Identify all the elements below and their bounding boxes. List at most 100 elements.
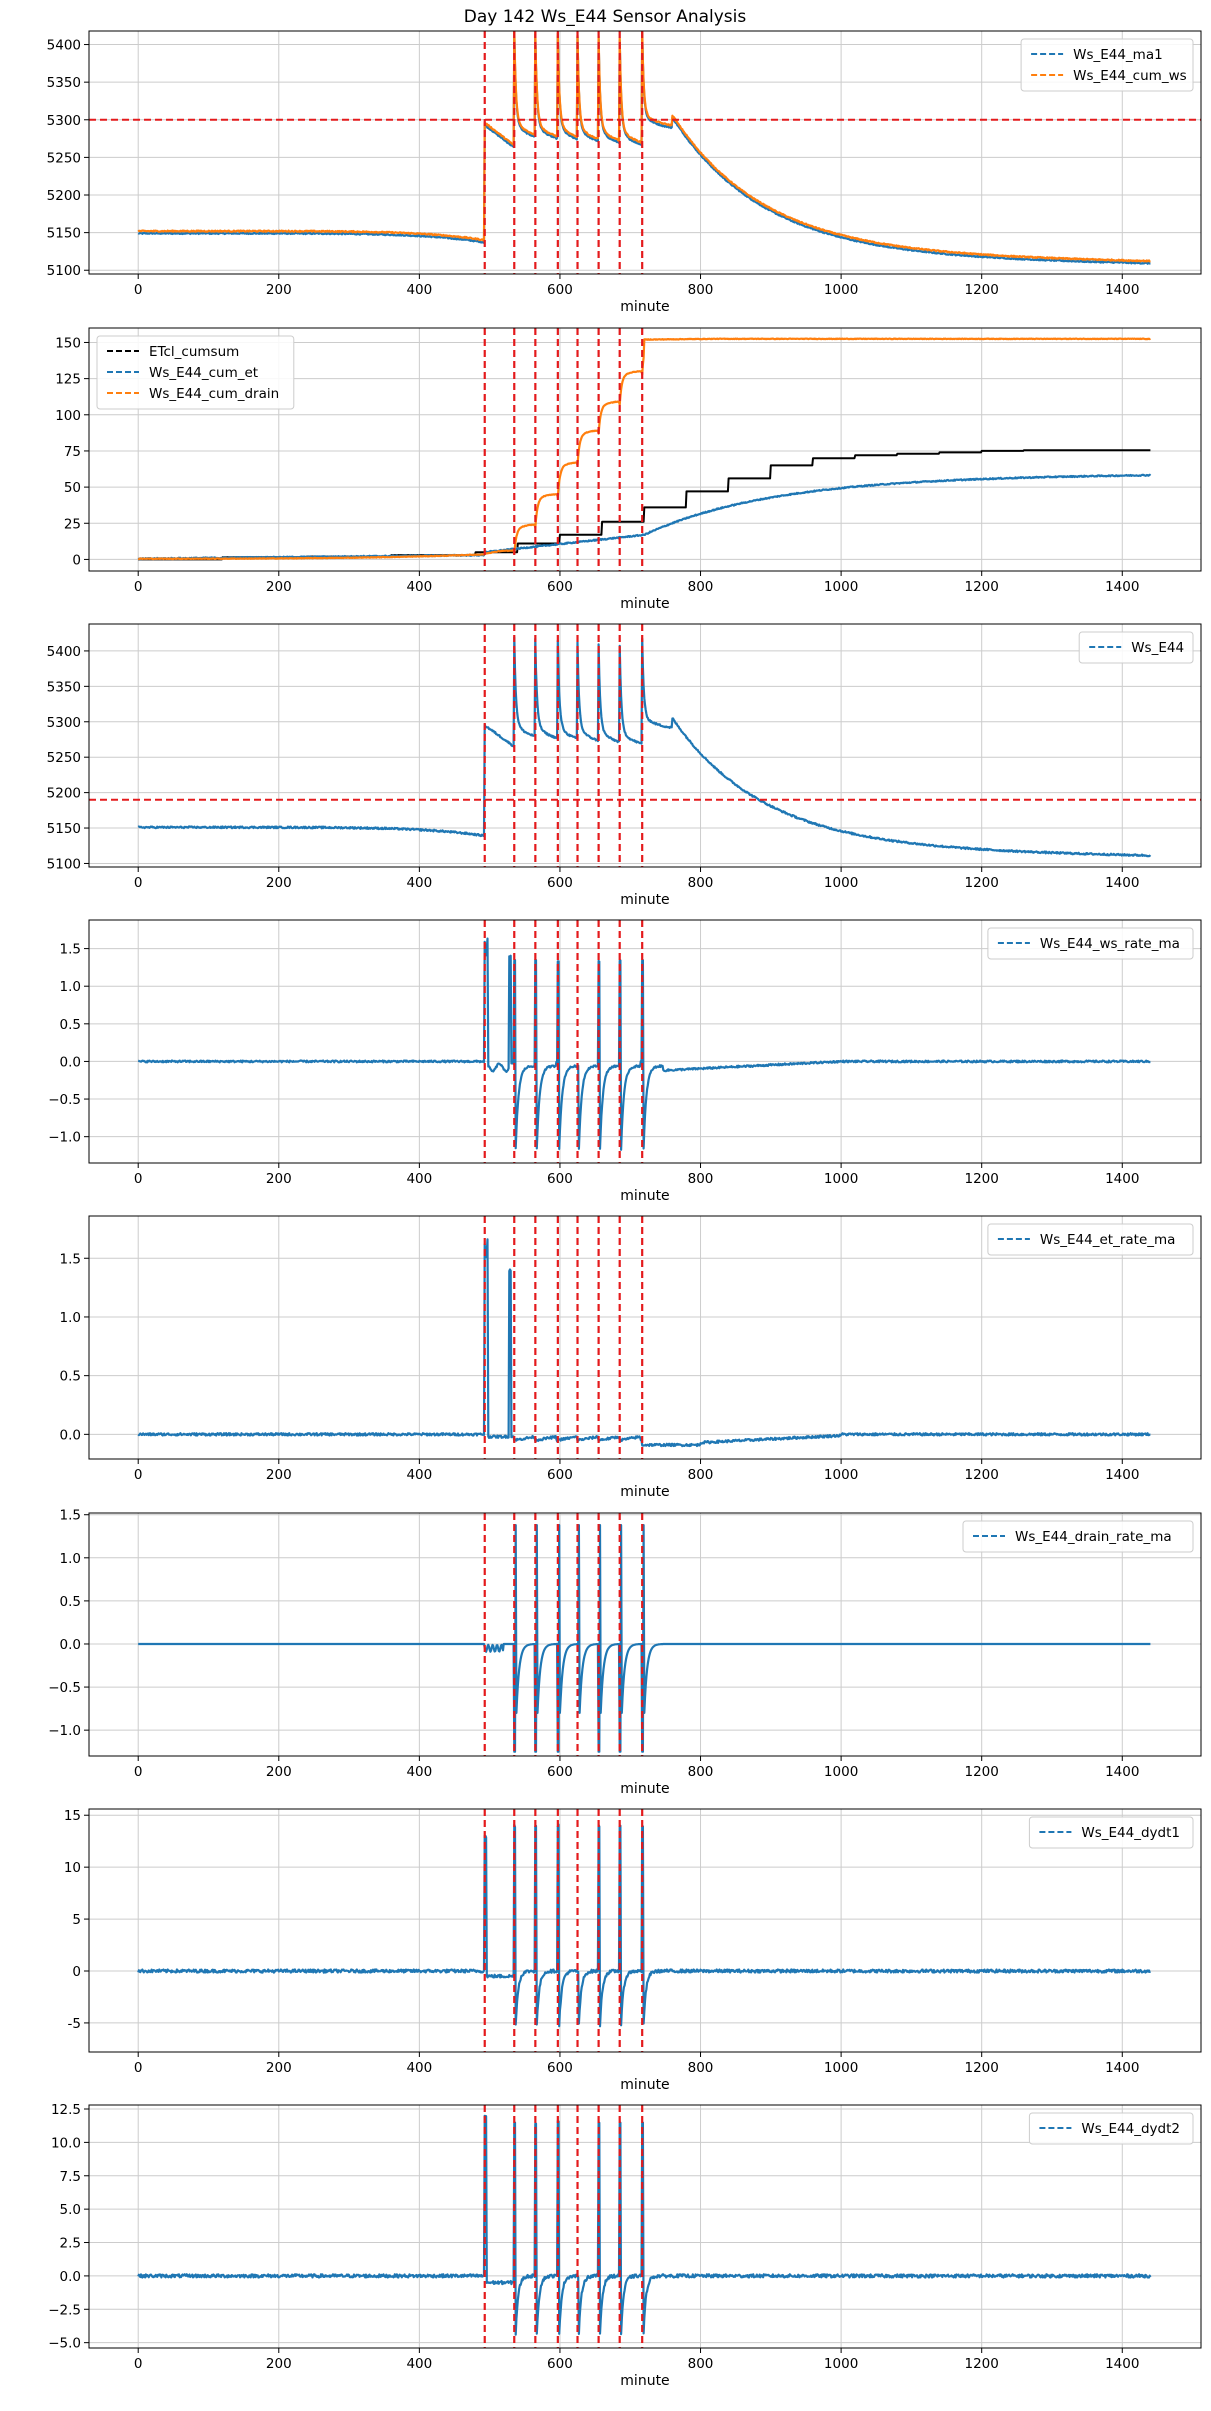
legend: Ws_E44_et_rate_ma [987,1223,1194,1256]
y-tick-label: 5350 [47,75,81,91]
legend-box [987,927,1194,960]
y-tick-label: 0.0 [60,2269,81,2285]
cum-chart: 0 200 400 600 800 1000 1200 1400 0 25 50 75 100 125 15… [55,327,1202,612]
y-tick-label: 150 [55,335,81,351]
x-tick-label: 400 [406,2060,432,2076]
x-tick-label: 1000 [824,1467,858,1483]
x-tick-label: 200 [266,2356,292,2372]
legend-label: ETcl_cumsum [149,344,239,360]
y-tick-label: 0.5 [60,1369,81,1385]
series-line-Ws_E44_cum_ws [137,31,1151,263]
x-tick-label: 400 [406,1467,432,1483]
series-line-Ws_E44_cum_et [137,473,1152,561]
plot-frame [88,1808,1202,2053]
x-tick-label: 0 [134,2060,143,2076]
legend-box [96,335,295,410]
x-tick-label: 200 [266,2060,292,2076]
plot-frame [88,1215,1202,1460]
x-tick-label: 1400 [1105,2356,1139,2372]
x-tick-label: 1200 [965,1171,999,1187]
y-tick-label: 0.0 [60,1427,81,1443]
series-line-Ws_E44_ws_rate_ma [137,937,1151,1151]
x-tick-label: 400 [406,579,432,595]
x-tick-label: 1200 [965,1764,999,1780]
x-tick-label: 0 [134,282,143,298]
legend: Ws_E44_drain_rate_ma [962,1520,1194,1553]
x-tick-label: 1000 [824,1171,858,1187]
plot-frame [88,2104,1202,2349]
y-tick-label: 25 [64,516,81,532]
x-tick-label: 400 [406,1171,432,1187]
y-tick-label: 100 [55,408,81,424]
x-tick-label: 600 [547,875,573,891]
ws-rate-chart: 0 200 400 600 800 1000 1200 1400 −1.0 −0.5 0.0 0.5 1… [48,919,1202,1204]
x-tick-label: 200 [266,579,292,595]
legend-box [962,1520,1194,1553]
y-tick-label: 0 [72,1964,81,1980]
legend-box [1028,2112,1194,2145]
x-tick-label: 600 [547,1171,573,1187]
y-tick-label: −1.0 [48,1130,81,1146]
y-tick-label: 7.5 [60,2169,81,2185]
x-tick-label: 800 [688,1467,714,1483]
y-tick-label: -5 [68,2016,81,2032]
x-axis-label: minute [620,1781,669,1797]
y-tick-label: 5250 [47,750,81,766]
x-tick-label: 1200 [965,875,999,891]
ws-raw-chart: 0 200 400 600 800 1000 1200 1400 5100 5150 5200 525… [47,623,1202,908]
series-line-Ws_E44_drain_rate_ma [137,1524,1151,1753]
x-tick-label: 800 [688,579,714,595]
y-tick-label: 50 [64,480,81,496]
x-tick-label: 400 [406,282,432,298]
y-tick-label: 2.5 [60,2236,81,2252]
y-tick-label: 1.0 [60,1551,81,1567]
legend: Ws_E44_ma1 Ws_E44_cum_ws [1020,38,1194,92]
x-tick-label: 1400 [1105,1764,1139,1780]
x-tick-label: 600 [547,2060,573,2076]
y-tick-label: −5.0 [48,2336,81,2352]
y-tick-label: 5.0 [60,2202,81,2218]
y-tick-label: 15 [64,1808,81,1824]
y-tick-label: 5250 [47,150,81,166]
y-tick-label: 1.0 [60,979,81,995]
ws-chart: 0 200 400 600 800 1000 1200 1400 5100 5150 5200 525… [47,30,1202,315]
legend-label: Ws_E44_cum_ws [1073,68,1187,84]
x-tick-label: 1000 [824,1764,858,1780]
legend-box [1020,38,1194,92]
x-tick-label: 800 [688,1171,714,1187]
x-tick-label: 1400 [1105,1467,1139,1483]
plot-area [137,920,1151,1163]
y-tick-label: −2.5 [48,2302,81,2318]
x-tick-label: 1000 [824,2356,858,2372]
x-tick-label: 600 [547,1467,573,1483]
legend-box [1028,1816,1194,1849]
plot-frame [88,327,1202,572]
y-tick-label: 10.0 [51,2135,81,2151]
x-tick-label: 200 [266,875,292,891]
y-tick-label: 5350 [47,679,81,695]
y-tick-label: 1.0 [60,1310,81,1326]
dydt2-chart: 0 200 400 600 800 1000 1200 1400 −5.0 −2.5 0.0 2.5 5… [48,2102,1202,2389]
series-line-Ws_E44_dydt2 [137,2114,1152,2336]
x-tick-label: 200 [266,1171,292,1187]
x-tick-label: 400 [406,2356,432,2372]
y-tick-label: 5200 [47,188,81,204]
x-tick-label: 800 [688,2060,714,2076]
legend-label: Ws_E44_et_rate_ma [1040,1232,1176,1248]
x-tick-label: 0 [134,1467,143,1483]
legend-label: Ws_E44_cum_drain [149,386,279,402]
legend-box [1078,631,1194,664]
x-tick-label: 600 [547,1764,573,1780]
legend: Ws_E44 [1078,631,1194,664]
y-tick-label: 0.5 [60,1594,81,1610]
x-axis-label: minute [620,299,669,315]
y-tick-label: 5300 [47,715,81,731]
y-tick-label: 5100 [47,263,81,279]
series-line-ETcl_cumsum [137,449,1151,561]
legend: Ws_E44_ws_rate_ma [987,927,1194,960]
x-tick-label: 0 [134,1764,143,1780]
series-line-Ws_E44_et_rate_ma [137,1238,1151,1448]
y-tick-label: 0 [72,552,81,568]
x-tick-label: 1200 [965,282,999,298]
